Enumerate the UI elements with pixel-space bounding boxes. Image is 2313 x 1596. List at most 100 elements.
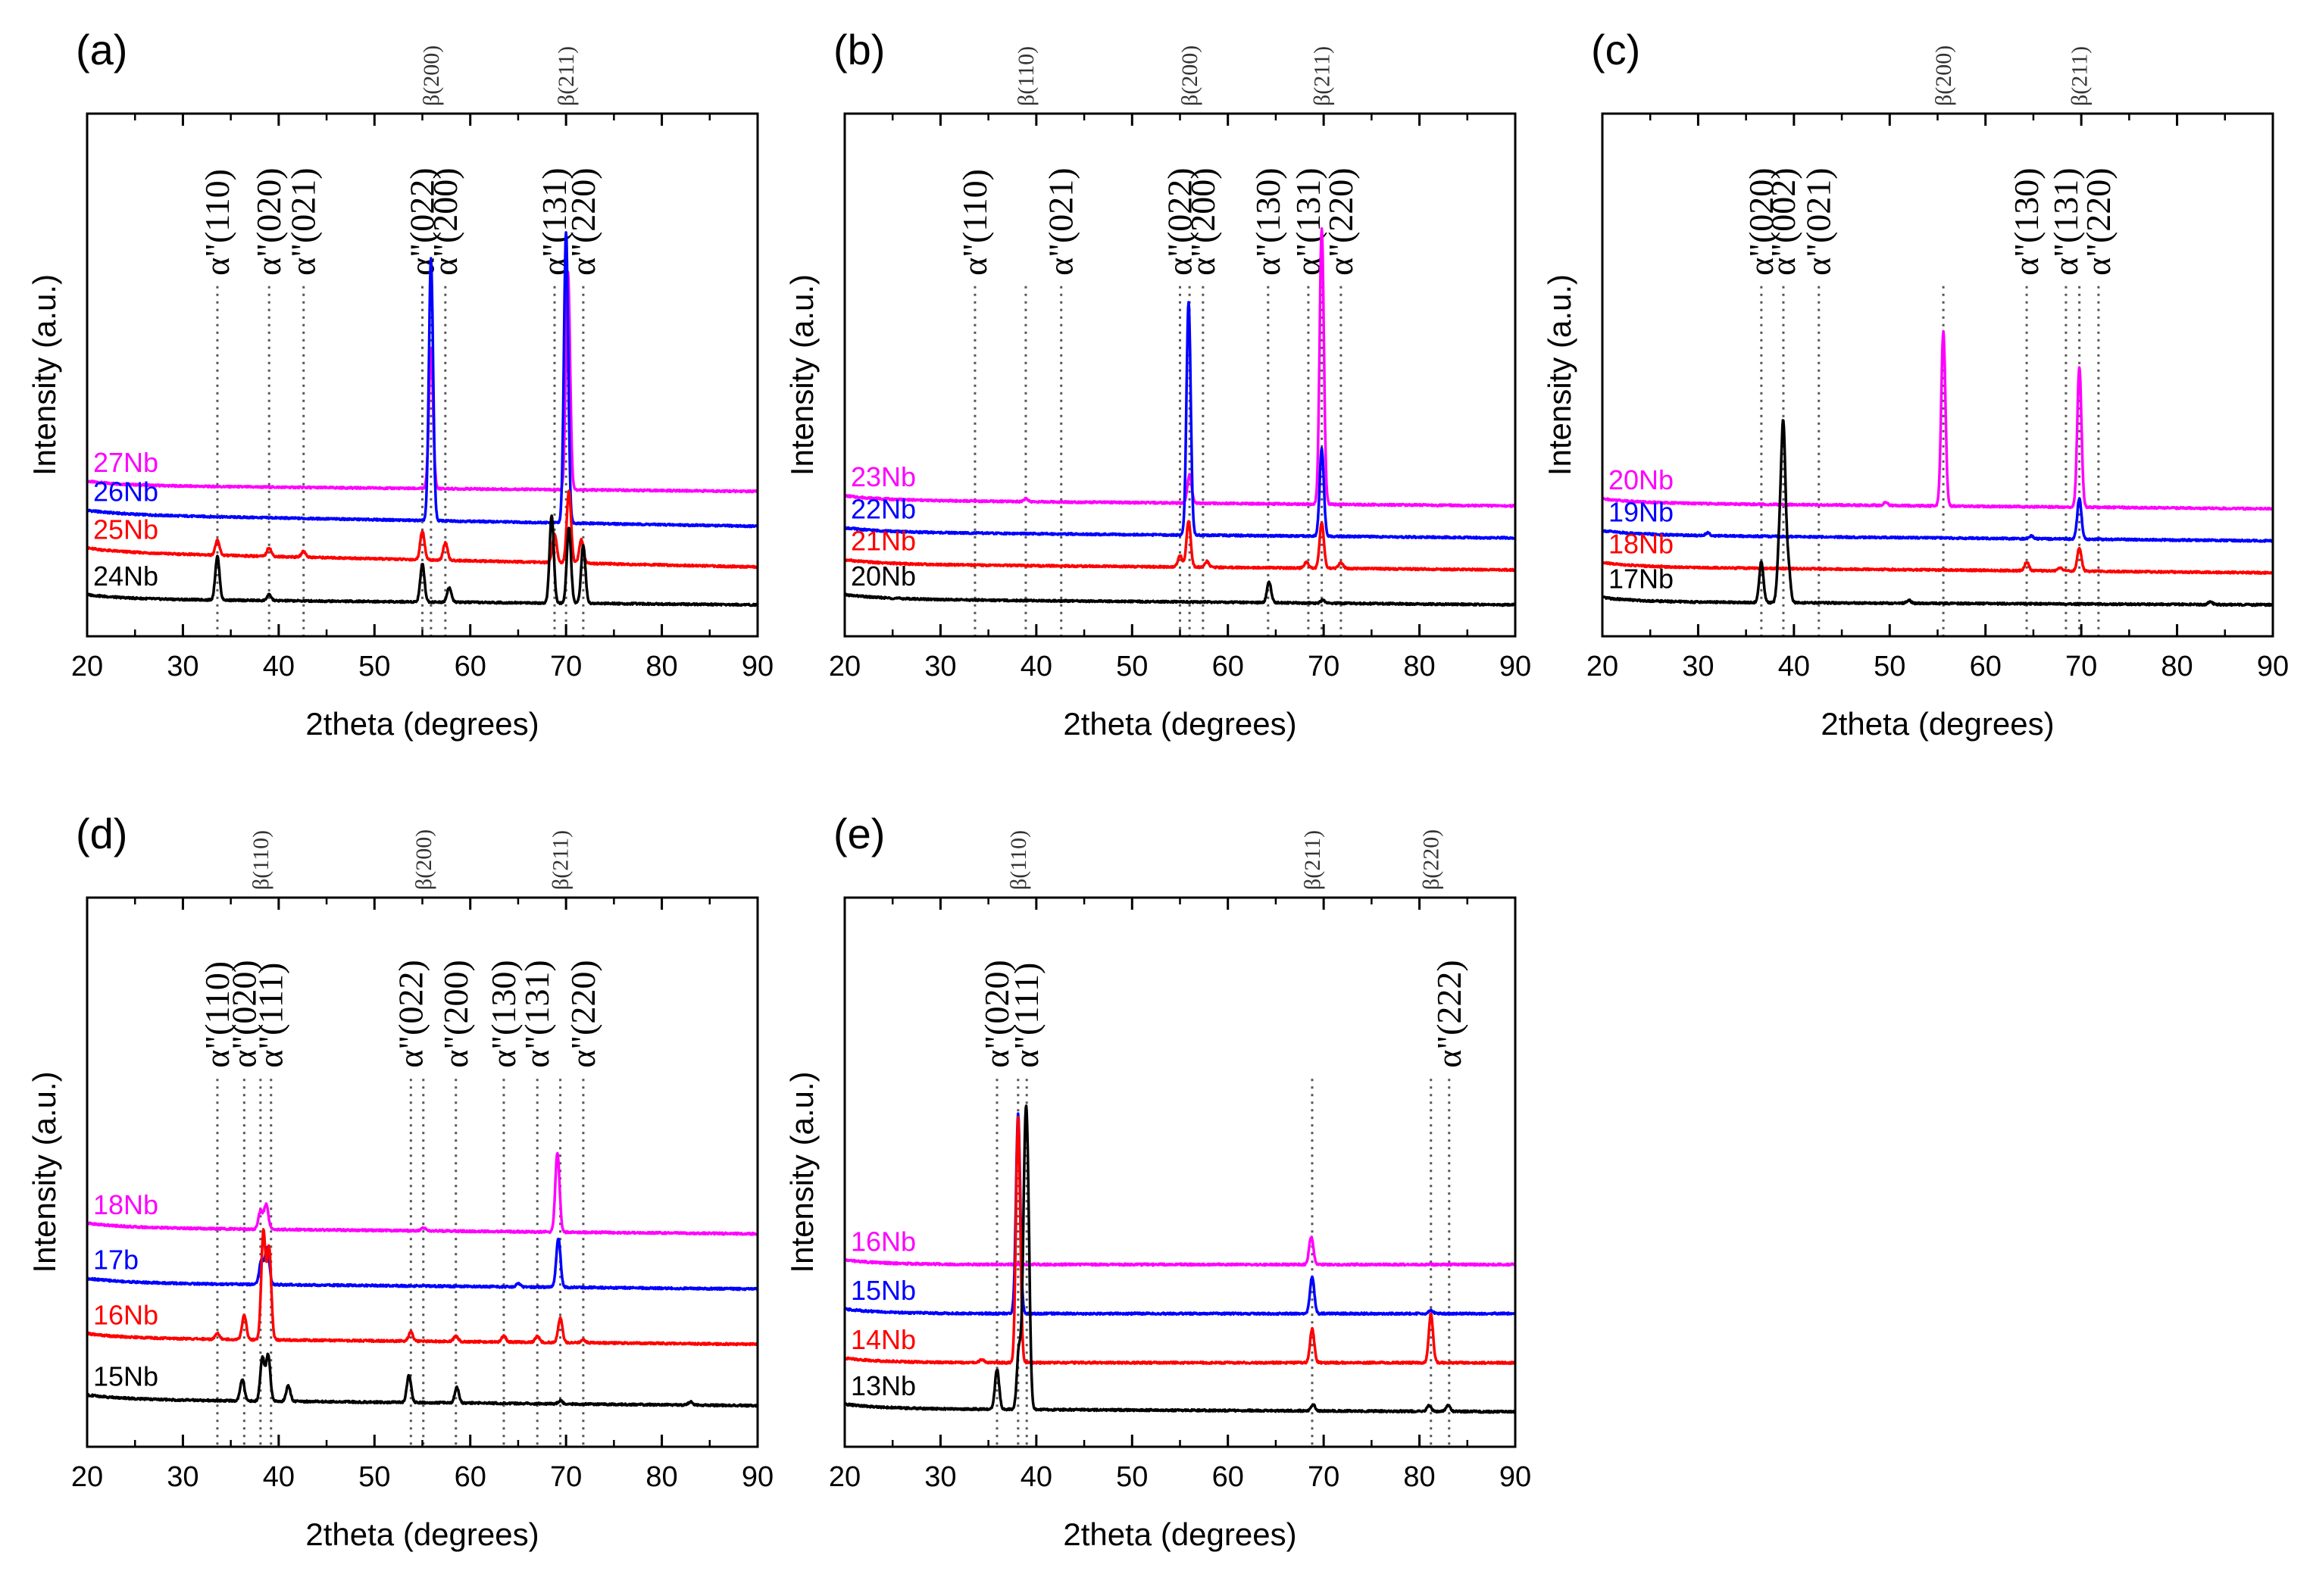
- series-trace-16Nb: [843, 1235, 1517, 1267]
- beta-peak-label: β(110): [1006, 830, 1031, 890]
- alpha-peak-label: α"(222): [1430, 960, 1468, 1068]
- series-trace-25Nb: [86, 489, 759, 570]
- y-axis-title: Intensity (a.u.): [1542, 274, 1577, 476]
- x-tick-label: 30: [167, 651, 198, 682]
- beta-peak-label: β(211): [1300, 830, 1325, 890]
- series-trace-20Nb: [1601, 330, 2274, 511]
- x-tick-label: 50: [1874, 651, 1905, 682]
- series-trace-24Nb: [86, 514, 759, 607]
- x-tick-label: 70: [550, 651, 582, 682]
- alpha-peak-label: α"(110): [198, 169, 236, 276]
- x-tick-label: 40: [1778, 651, 1810, 682]
- panel-a: (a) α"(110) α"(020)α"(021) α"(022) β(200) α"(…: [27, 26, 774, 742]
- series-trace-18Nb: [1601, 546, 2274, 575]
- alpha-peak-label: α"(130): [2007, 167, 2046, 276]
- series-label: 20Nb: [851, 561, 916, 592]
- alpha-peak-label: α"(022): [1161, 167, 1199, 276]
- series-label: 18Nb: [93, 1189, 158, 1220]
- x-tick-label: 20: [829, 651, 861, 682]
- y-axis-title: Intensity (a.u.): [27, 1071, 62, 1273]
- x-tick-label: 70: [1308, 651, 1339, 682]
- alpha-peak-label: α"(021): [284, 167, 323, 276]
- series-trace-14Nb: [843, 1116, 1517, 1365]
- panel-d: (d) α"(110)α"(020) β(110) α"(111) α"(022) β(2…: [27, 810, 774, 1552]
- series-label: 23Nb: [851, 461, 916, 492]
- series-label: 17Nb: [1608, 564, 1674, 595]
- x-tick-label: 50: [1116, 651, 1148, 682]
- alpha-peak-label: α"(220): [1321, 167, 1360, 276]
- x-tick-label: 90: [742, 651, 774, 682]
- alpha-peak-label: α"(020): [977, 960, 1016, 1068]
- x-tick-label: 50: [358, 1461, 390, 1493]
- alpha-peak-label: α"(200): [436, 960, 475, 1068]
- alpha-peak-label: α"(130): [484, 960, 523, 1068]
- x-tick-label: 60: [1212, 651, 1244, 682]
- x-tick-label: 30: [167, 1461, 198, 1493]
- y-axis-title: Intensity (a.u.): [784, 1071, 820, 1273]
- x-axis-title: 2theta (degrees): [1063, 706, 1296, 742]
- x-tick-label: 60: [1212, 1461, 1244, 1493]
- series-label: 20Nb: [1608, 464, 1674, 495]
- x-tick-label: 80: [645, 651, 677, 682]
- alpha-peak-label: α"(111): [1007, 963, 1046, 1068]
- series-label: 22Nb: [851, 493, 916, 524]
- series-trace-18Nb: [86, 1151, 759, 1236]
- y-axis-title: Intensity (a.u.): [27, 274, 62, 476]
- series-label: 16Nb: [93, 1300, 158, 1331]
- alpha-peak-label: α"(220): [2079, 167, 2118, 276]
- x-tick-label: 60: [455, 651, 486, 682]
- panel-label-a: (a): [76, 26, 127, 73]
- x-tick-label: 80: [645, 1461, 677, 1493]
- x-tick-label: 30: [1682, 651, 1714, 682]
- beta-peak-label: β(200): [1177, 45, 1202, 106]
- x-tick-label: 90: [2257, 651, 2289, 682]
- alpha-peak-label: α"(200): [1183, 167, 1222, 276]
- alpha-peak-label: α"(130): [1249, 167, 1287, 276]
- series-trace-21Nb: [843, 520, 1517, 573]
- x-tick-label: 20: [1586, 651, 1618, 682]
- x-tick-label: 90: [742, 1461, 774, 1493]
- x-tick-label: 20: [829, 1461, 861, 1493]
- beta-peak-label: β(200): [1931, 45, 1956, 106]
- series-label: 25Nb: [93, 514, 158, 545]
- series-label: 15Nb: [93, 1361, 158, 1392]
- beta-peak-label: β(200): [419, 45, 444, 106]
- series-trace-17b: [86, 1237, 759, 1291]
- series-trace-23Nb: [843, 226, 1517, 508]
- panel-label-e: (e): [833, 810, 885, 857]
- y-axis-title: Intensity (a.u.): [784, 274, 820, 476]
- series-trace-15Nb: [843, 1112, 1517, 1316]
- x-tick-label: 40: [263, 651, 295, 682]
- alpha-peak-label: α"(110): [955, 169, 994, 276]
- series-label: 14Nb: [851, 1324, 916, 1355]
- x-tick-label: 40: [1021, 651, 1052, 682]
- panel-label-b: (b): [833, 26, 885, 73]
- x-axis-title: 2theta (degrees): [1821, 706, 2054, 742]
- x-axis-title: 2theta (degrees): [305, 1516, 539, 1552]
- alpha-peak-label: α"(220): [564, 167, 602, 276]
- series-label: 16Nb: [851, 1226, 916, 1257]
- x-tick-label: 40: [1021, 1461, 1052, 1493]
- series-trace-20Nb: [843, 580, 1517, 607]
- series-trace-16Nb: [86, 1228, 759, 1347]
- series-label: 26Nb: [93, 476, 158, 507]
- series-label: 17b: [93, 1245, 139, 1276]
- beta-peak-label: β(211): [1310, 46, 1335, 106]
- beta-peak-label: β(211): [549, 830, 574, 890]
- series-trace-27Nb: [86, 270, 759, 494]
- x-tick-label: 30: [924, 1461, 956, 1493]
- beta-peak-label: β(200): [411, 829, 436, 890]
- panel-e: (e) α"(020) β(110) α"(111) β(211) β(220) α"(22…: [784, 810, 1531, 1552]
- series-label: 18Nb: [1608, 529, 1674, 560]
- alpha-peak-label: α"(131): [2046, 167, 2085, 276]
- alpha-peak-label: α"(111): [252, 963, 290, 1068]
- x-tick-label: 80: [1403, 1461, 1435, 1493]
- series-trace-15Nb: [86, 1352, 759, 1408]
- x-tick-label: 70: [550, 1461, 582, 1493]
- alpha-peak-label: α"(021): [1042, 167, 1080, 276]
- series-trace-17Nb: [1601, 419, 2274, 607]
- panel-label-c: (c): [1591, 26, 1640, 73]
- x-tick-label: 70: [1308, 1461, 1339, 1493]
- alpha-peak-label: α"(022): [403, 167, 442, 276]
- alpha-peak-label: α"(110): [198, 961, 236, 1068]
